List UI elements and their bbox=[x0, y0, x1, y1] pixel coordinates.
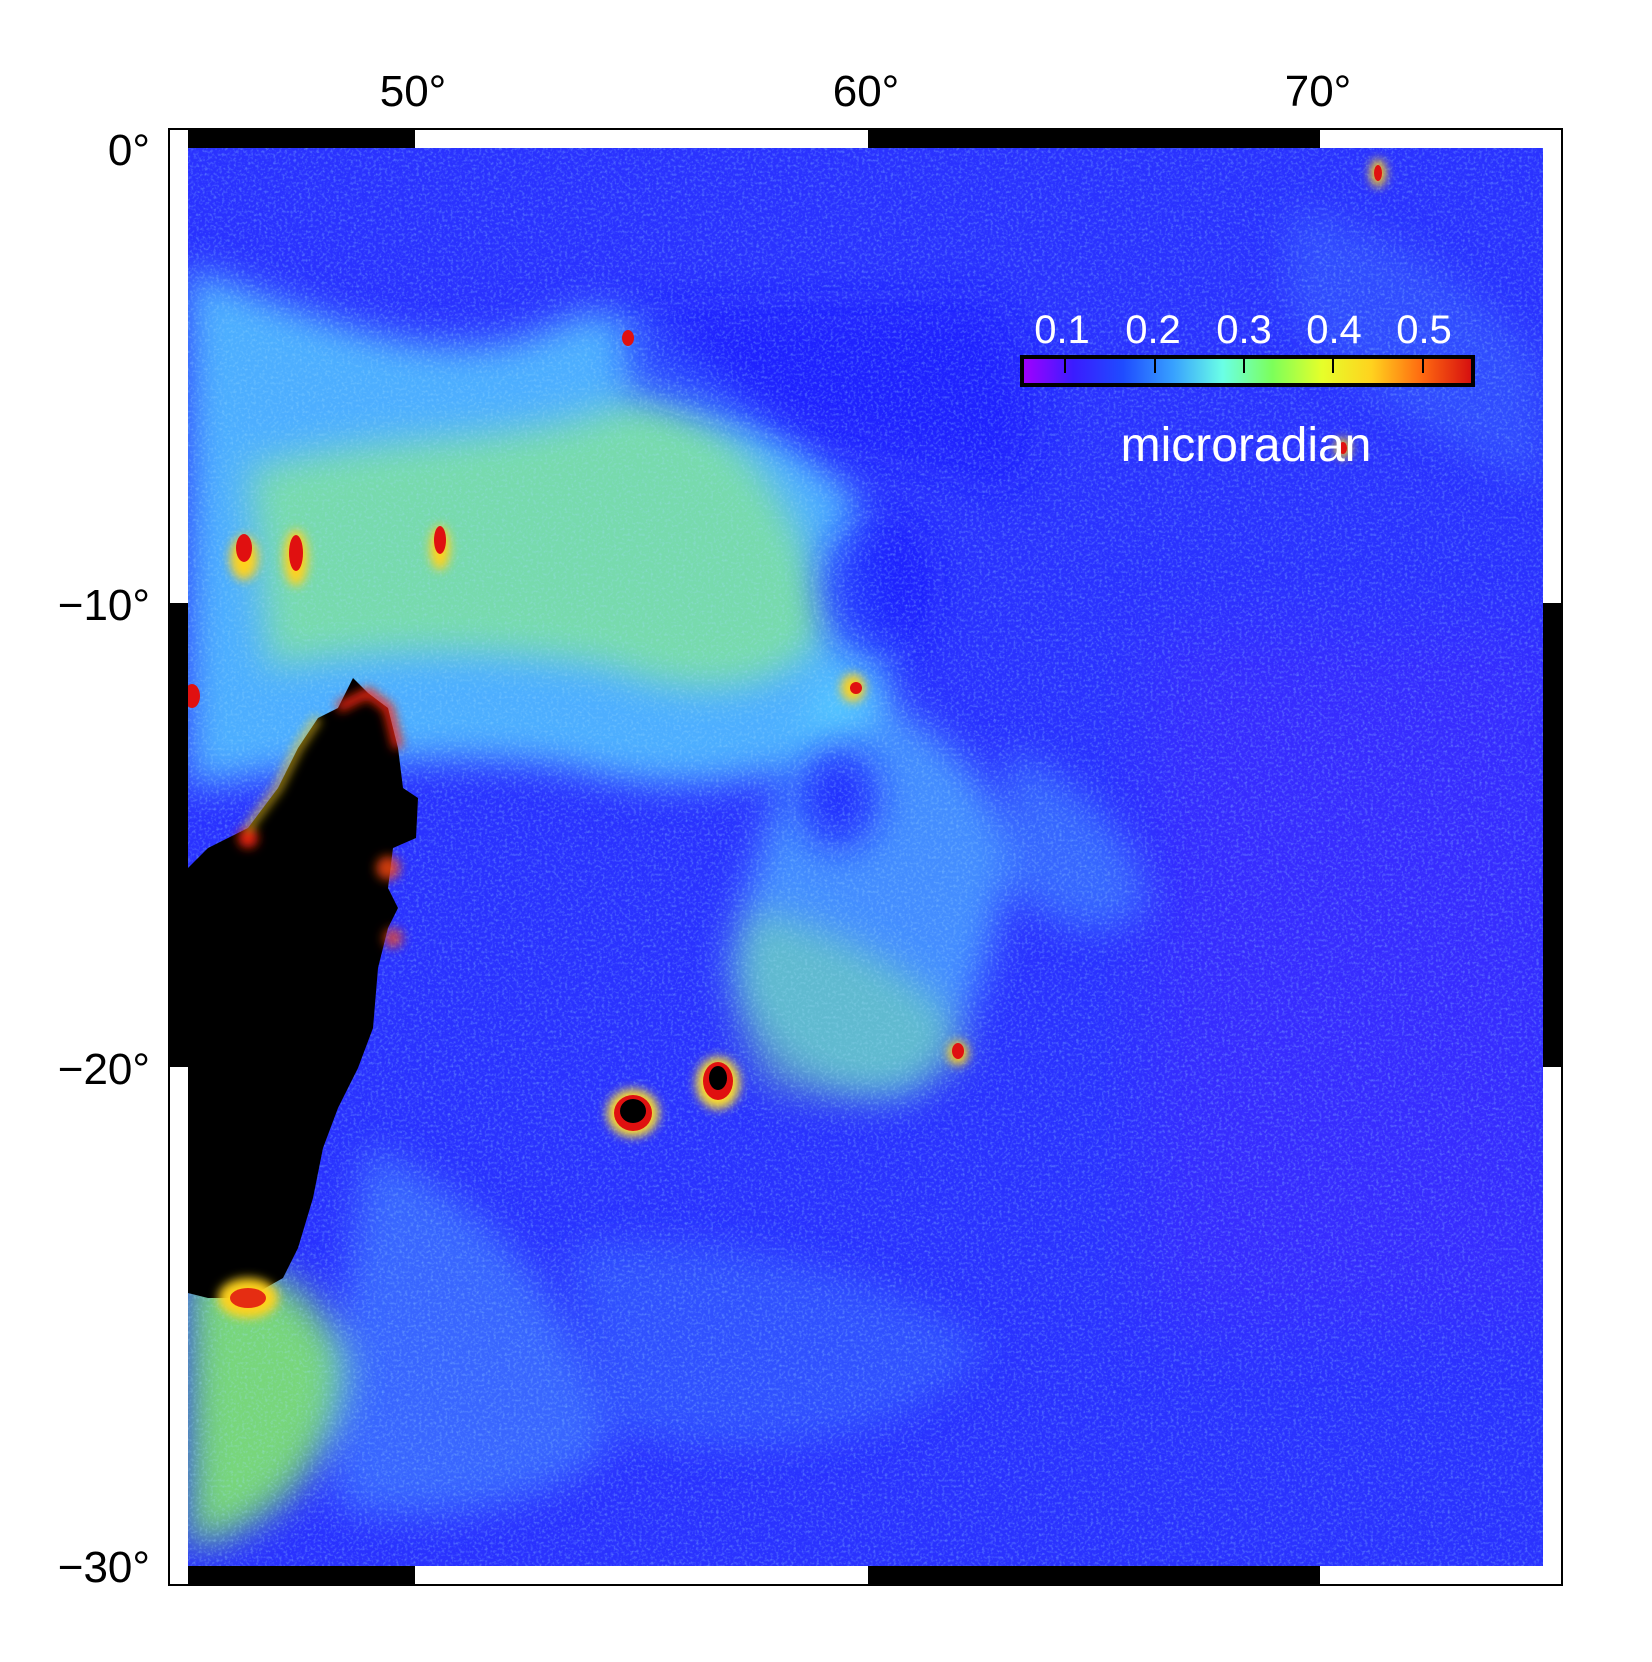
frame-bottom-black-1 bbox=[188, 1566, 415, 1586]
colorbar-tick-label: 0.1 bbox=[1034, 308, 1090, 352]
frame-right-black bbox=[1543, 603, 1563, 1067]
colorbar-tick-label: 0.4 bbox=[1306, 308, 1362, 352]
colorbar-tick bbox=[1332, 359, 1334, 373]
lon-label-50: 50° bbox=[379, 67, 447, 116]
frame-top-black-1 bbox=[188, 128, 415, 148]
lat-label-0: 0° bbox=[107, 126, 150, 175]
lat-label-minus20: −20° bbox=[57, 1045, 150, 1094]
colorbar-gradient bbox=[1020, 355, 1475, 387]
colorbar-tick-label: 0.2 bbox=[1125, 308, 1181, 352]
colorbar-units: microradian bbox=[1120, 419, 1372, 472]
colorbar-tick bbox=[1243, 359, 1245, 373]
frame-bottom-black-2 bbox=[868, 1566, 1320, 1586]
colorbar-tick bbox=[1422, 359, 1424, 373]
lat-label-minus30: −30° bbox=[57, 1543, 150, 1592]
colorbar-tick bbox=[1154, 359, 1156, 373]
coastal-anomalies bbox=[238, 687, 403, 948]
lon-label-70: 70° bbox=[1284, 67, 1352, 116]
colorbar-tick-label: 0.5 bbox=[1396, 308, 1452, 352]
colorbar-tick bbox=[1064, 359, 1066, 373]
hot-spots bbox=[188, 159, 1386, 1318]
colorbar-tick-label: 0.3 bbox=[1216, 308, 1272, 352]
frame-top-black-2 bbox=[868, 128, 1320, 148]
lon-label-60: 60° bbox=[832, 67, 900, 116]
lat-label-minus10: −10° bbox=[57, 581, 150, 630]
frame-left-black bbox=[168, 603, 188, 1067]
